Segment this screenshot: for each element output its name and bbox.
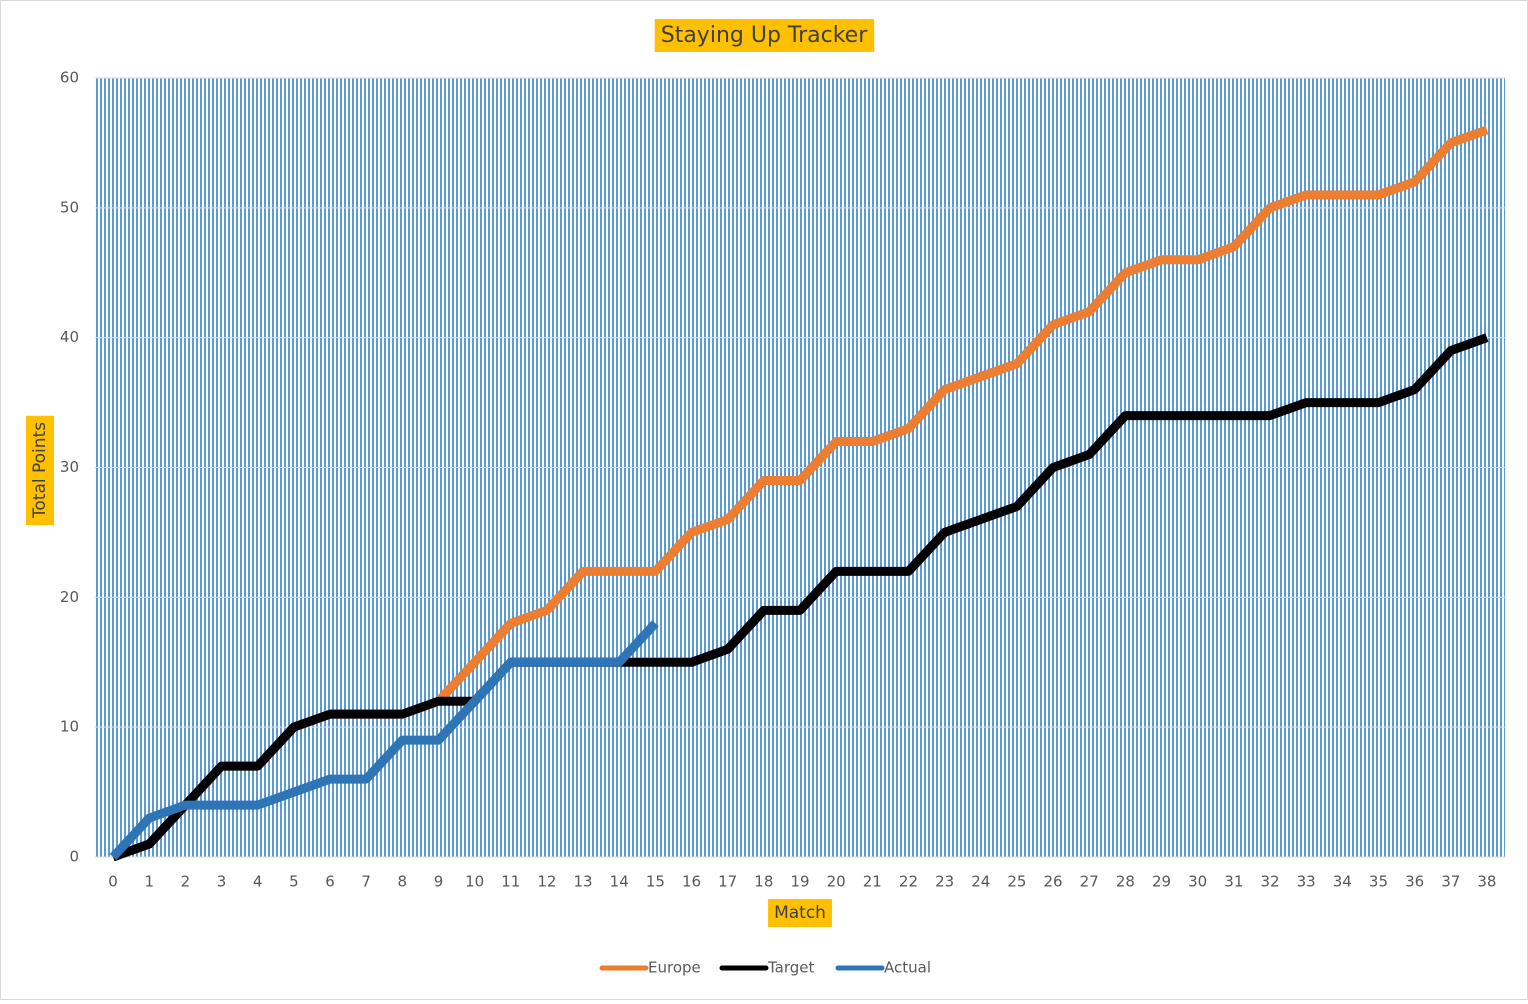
x-tick-label: 7 <box>361 873 371 891</box>
x-tick-label: 26 <box>1044 873 1063 891</box>
x-tick-label: 25 <box>1007 873 1026 891</box>
x-tick-label: 19 <box>790 873 809 891</box>
x-tick-label: 13 <box>574 873 593 891</box>
y-axis-title-box <box>26 415 54 526</box>
x-tick-label: 5 <box>289 873 299 891</box>
x-tick-label: 24 <box>971 873 990 891</box>
x-tick-label: 4 <box>253 873 263 891</box>
x-tick-label: 31 <box>1224 873 1243 891</box>
x-tick-label: 11 <box>501 873 520 891</box>
x-tick-label: 30 <box>1188 873 1207 891</box>
x-tick-label: 23 <box>935 873 954 891</box>
x-tick-label: 0 <box>108 873 118 891</box>
x-tick-label: 36 <box>1405 873 1424 891</box>
series-line <box>109 620 659 861</box>
x-tick-label: 29 <box>1152 873 1171 891</box>
x-axis-title-box <box>768 899 832 927</box>
x-tick-label: 8 <box>398 873 408 891</box>
legend-label: Actual <box>884 959 931 977</box>
x-tick-label: 18 <box>754 873 773 891</box>
legend-label: Target <box>767 959 815 977</box>
x-tick-label: 12 <box>537 873 556 891</box>
x-tick-label: 34 <box>1333 873 1352 891</box>
chart-title: Staying Up Tracker <box>661 23 868 48</box>
x-tick-label: 35 <box>1369 873 1388 891</box>
x-tick-label: 17 <box>718 873 737 891</box>
x-tick-label: 21 <box>863 873 882 891</box>
x-tick-label: 16 <box>682 873 701 891</box>
y-tick-label: 60 <box>60 69 79 87</box>
x-tick-label: 37 <box>1441 873 1460 891</box>
y-tick-label: 30 <box>60 458 79 476</box>
x-tick-label: 9 <box>434 873 444 891</box>
legend-label: Europe <box>648 959 701 977</box>
y-tick-label: 50 <box>60 198 79 216</box>
y-tick-label: 0 <box>69 848 79 866</box>
y-tick-label: 10 <box>60 718 79 736</box>
x-tick-label: 2 <box>181 873 191 891</box>
x-tick-label: 38 <box>1477 873 1496 891</box>
x-tick-label: 10 <box>465 873 484 891</box>
x-tick-label: 33 <box>1297 873 1316 891</box>
x-tick-label: 14 <box>610 873 629 891</box>
x-tick-label: 28 <box>1116 873 1135 891</box>
chart-title-box <box>654 19 875 52</box>
x-axis-title: Match <box>774 903 826 923</box>
x-tick-label: 27 <box>1080 873 1099 891</box>
x-tick-label: 22 <box>899 873 918 891</box>
x-tick-label: 32 <box>1260 873 1279 891</box>
x-tick-label: 20 <box>827 873 846 891</box>
y-tick-label: 40 <box>60 328 79 346</box>
x-tick-label: 1 <box>144 873 154 891</box>
x-tick-label: 3 <box>217 873 227 891</box>
x-tick-label: 15 <box>646 873 665 891</box>
series-line <box>111 333 1489 862</box>
y-axis-title: Total Points <box>30 422 50 519</box>
x-tick-label: 6 <box>325 873 335 891</box>
y-tick-label: 20 <box>60 588 79 606</box>
